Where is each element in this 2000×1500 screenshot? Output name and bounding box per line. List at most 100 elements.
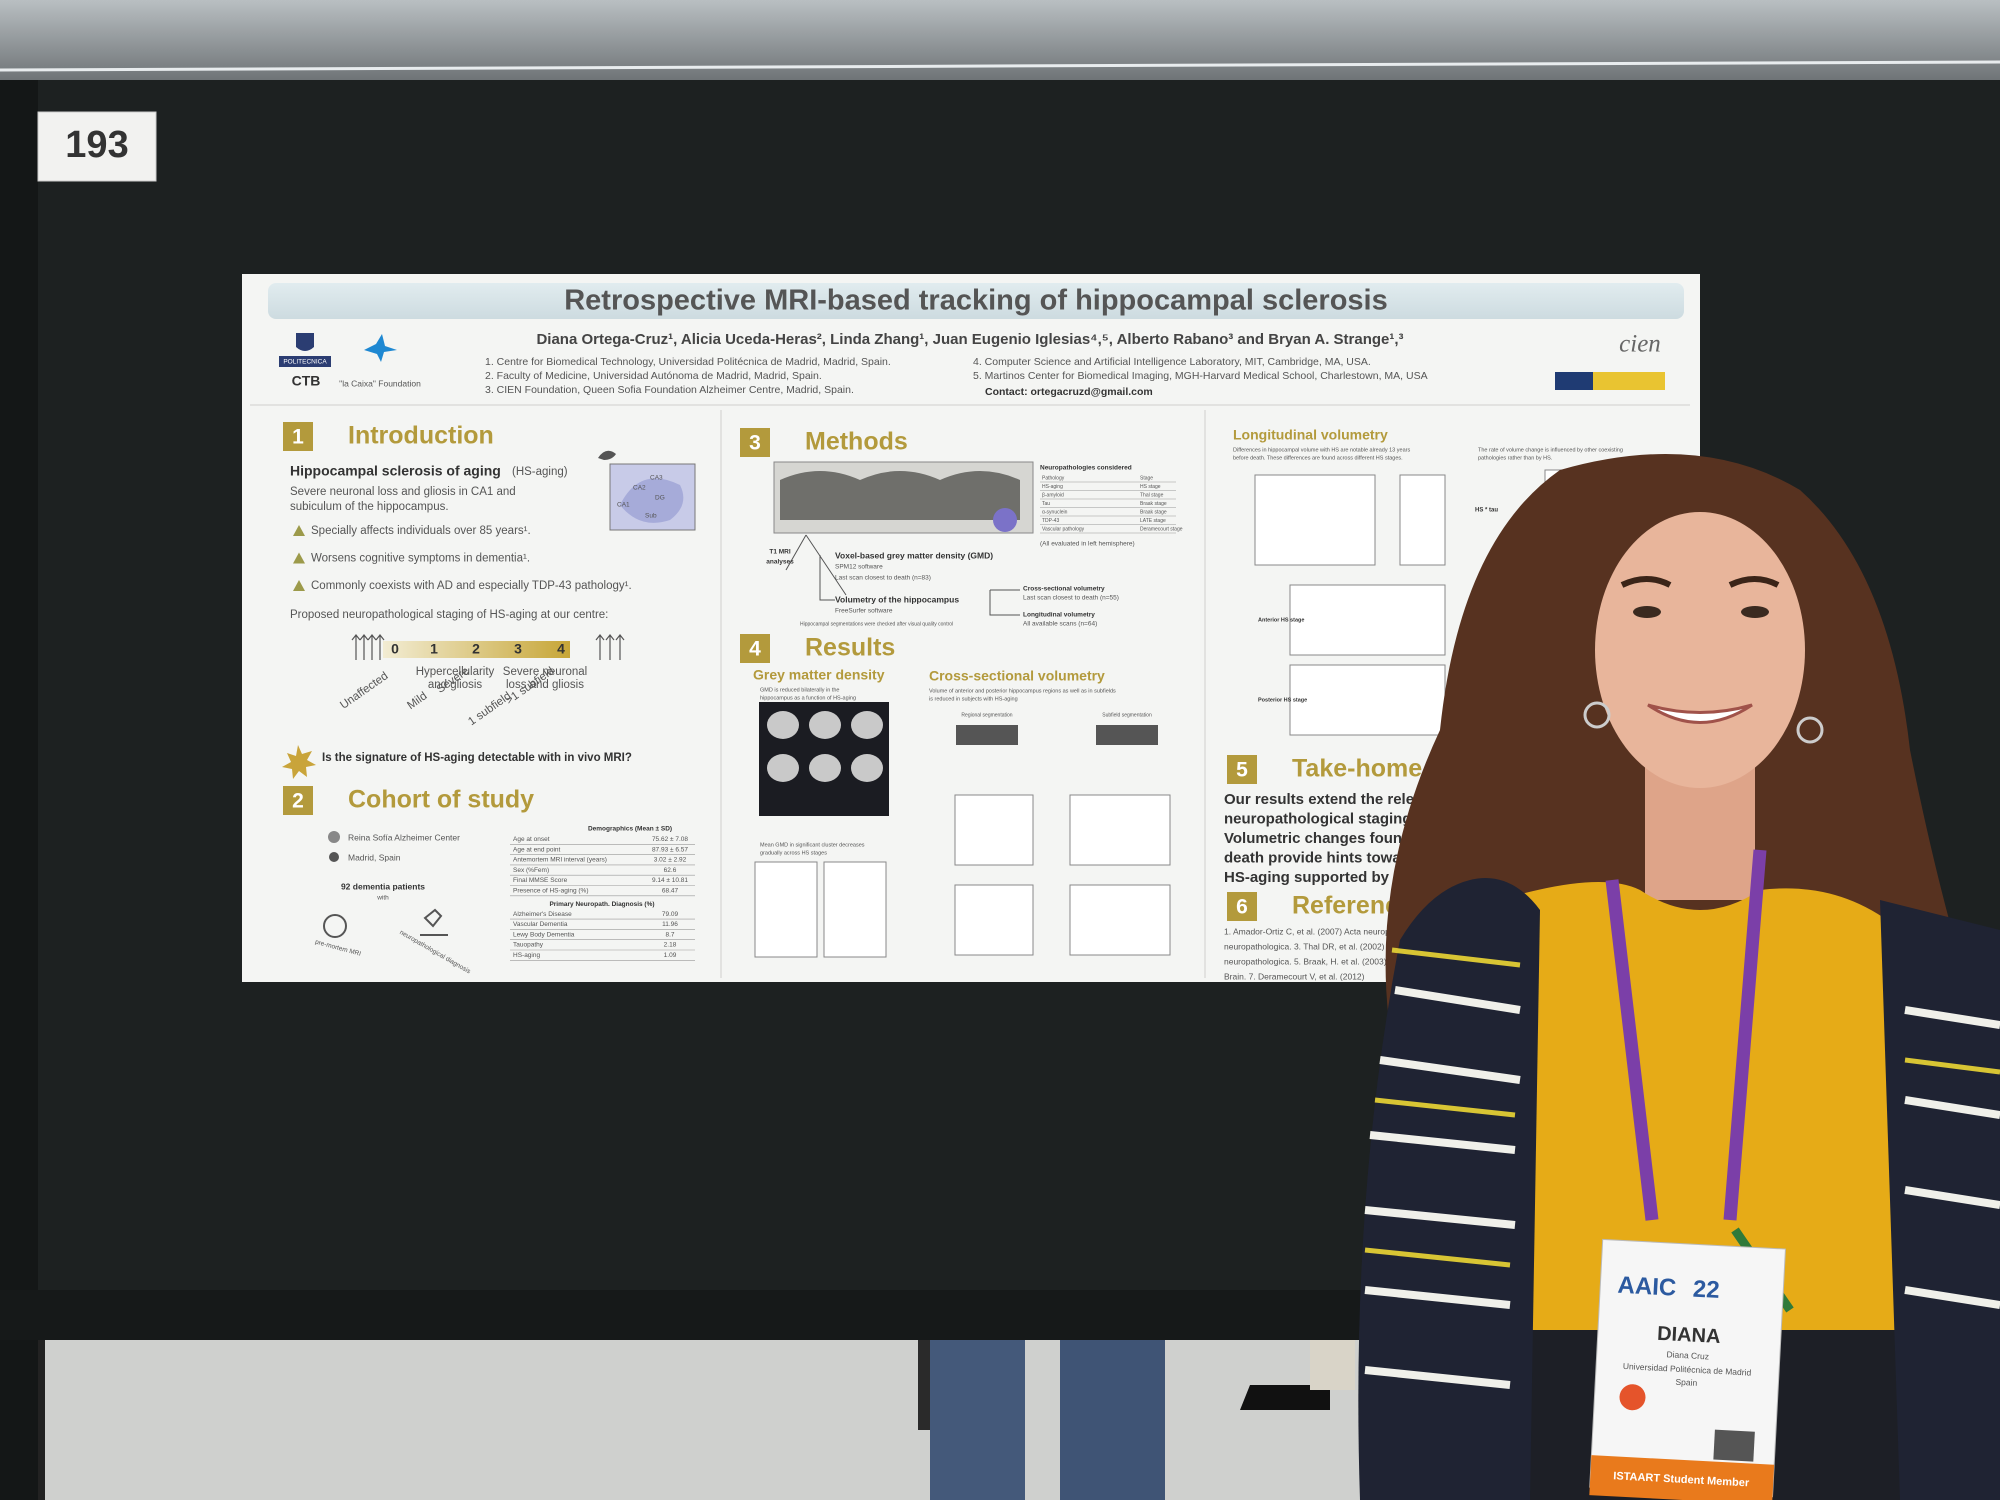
stripe [1904,1186,2000,1209]
slice [851,754,883,782]
table-label: Age at end point [513,846,561,853]
hippocampus-shape [620,478,684,523]
longitudinal-plot [1254,474,1376,566]
contact: Contact: ortegacruzd@gmail.com [985,386,1153,398]
cohort-patients: 92 dementia patients [341,881,425,891]
staging-intro: Proposed neuropathological staging of HS… [290,609,608,621]
arrow-up [595,634,625,660]
result-caption: pathologies rather than by HS. [1478,455,1553,461]
visitor-legs [918,1340,1355,1500]
table-label: Lewy Body Dementia [513,931,575,938]
boxplot-panel [754,861,818,958]
method-text: Cross-sectional volumetry [1023,586,1105,593]
stage-number: 3 [514,641,522,657]
np-cell: HS-aging [1042,484,1063,490]
earring [1583,701,1611,729]
badge-affiliation: Spain [1675,1377,1698,1388]
method-label: T1 MRI [769,549,791,556]
np-cell: Stage [1140,475,1153,481]
np-cell: Deramecourt stage [1140,526,1183,532]
section-number-box [1227,755,1257,784]
logo-text: cien [1619,331,1661,358]
stripe [1391,947,1521,968]
table-label: Tauopathy [513,942,544,949]
mri-icon [323,914,347,938]
section-title: Methods [805,428,908,456]
ceiling-edge [0,60,2000,72]
bullet [293,525,305,536]
stripe [1904,1096,2000,1119]
section-number-box [1227,892,1257,921]
mri-slices [780,471,1020,520]
staging-bar [383,641,570,658]
table-label: Sex (%Fem) [513,867,549,874]
method-label: analyses [766,559,794,566]
affiliation: 3. CIEN Foundation, Queen Sofia Foundati… [485,384,854,396]
badge-name: DIANA [1657,1323,1721,1348]
method-text: Last scan closest to death (n=55) [1023,595,1119,602]
reference-line: neuropathologica. 3. Thal DR, et al. (20… [1224,941,1385,951]
intro-bullet: Specially affects individuals over 85 ye… [311,525,531,537]
np-cell: Thal stage [1140,492,1164,498]
method-text: Voxel-based grey matter density (GMD) [835,550,993,560]
section-number: 4 [749,638,761,661]
table-value: 87.93 ± 6.57 [652,846,688,853]
table-label: Age at onset [513,836,550,843]
stripes [1364,986,2000,1389]
slice [809,711,841,739]
method-text: SPM12 software [835,564,883,571]
slice [767,711,799,739]
table-value: 3.02 ± 2.92 [654,857,687,864]
section-number-box [283,786,313,815]
table-value: 68.47 [662,888,679,895]
table-value: 1.09 [664,952,677,959]
poster-title: Retrospective MRI-based tracking of hipp… [564,285,1388,317]
eye [1741,606,1769,618]
slice [767,754,799,782]
figure-label: DG [655,495,665,502]
table-label: Antemortem MRI interval (years) [513,857,607,864]
logo-text: POLITECNICA [283,359,327,366]
table-title: Demographics (Mean ± SD) [588,826,672,833]
method-text: Longitudinal volumetry [1023,612,1095,619]
stripe [1379,1056,1521,1084]
intro-text: subiculum of the hippocampus. [290,501,449,513]
stripe [1394,986,1521,1014]
boxplot-panel [823,861,887,958]
cardigan [1880,900,2000,1500]
brain-slices [767,711,883,782]
longitudinal-plot [1399,474,1446,566]
section-number: 1 [292,426,304,449]
leg [918,1340,930,1430]
row-label: HS * tau [1475,508,1498,514]
cohort-with: with [376,895,389,902]
eye [1633,606,1661,618]
badge-full-name: Diana Cruz [1666,1349,1709,1361]
table-value: 2.18 [664,942,677,949]
volume-plot [954,884,1034,956]
affiliation: 4. Computer Science and Artificial Intel… [973,356,1371,368]
table-label: Vascular Dementia [513,921,568,928]
figure-label: Sub [645,513,657,520]
pin-icon [329,852,339,862]
table-label: HS-aging [513,952,540,959]
method-text: All available scans (n=64) [1023,621,1097,628]
result-caption: before death. These differences are foun… [1233,455,1403,461]
methods-figure [773,461,1034,616]
method-note: Hippocampal segmentations were checked a… [800,621,953,627]
stage-number: 2 [472,641,480,657]
result-title: Longitudinal volumetry [1233,427,1388,443]
stripe [1364,1366,1511,1389]
caixa-star [364,334,397,362]
arrow-up [351,634,385,660]
reference-line: Brain. 7. Deramecourt V, et al. (2012) [1224,971,1365,981]
takehome-line: HS-aging supported by MRI. [1224,869,1425,886]
section-title: Introduction [348,422,494,450]
overlay-text: 193 [65,124,128,166]
section-title: Cohort of study [348,786,534,814]
table-value: 79.09 [662,911,679,918]
result-title: Grey matter density [753,667,885,683]
stripe [1364,1206,1516,1229]
stripe [1364,1286,1511,1309]
